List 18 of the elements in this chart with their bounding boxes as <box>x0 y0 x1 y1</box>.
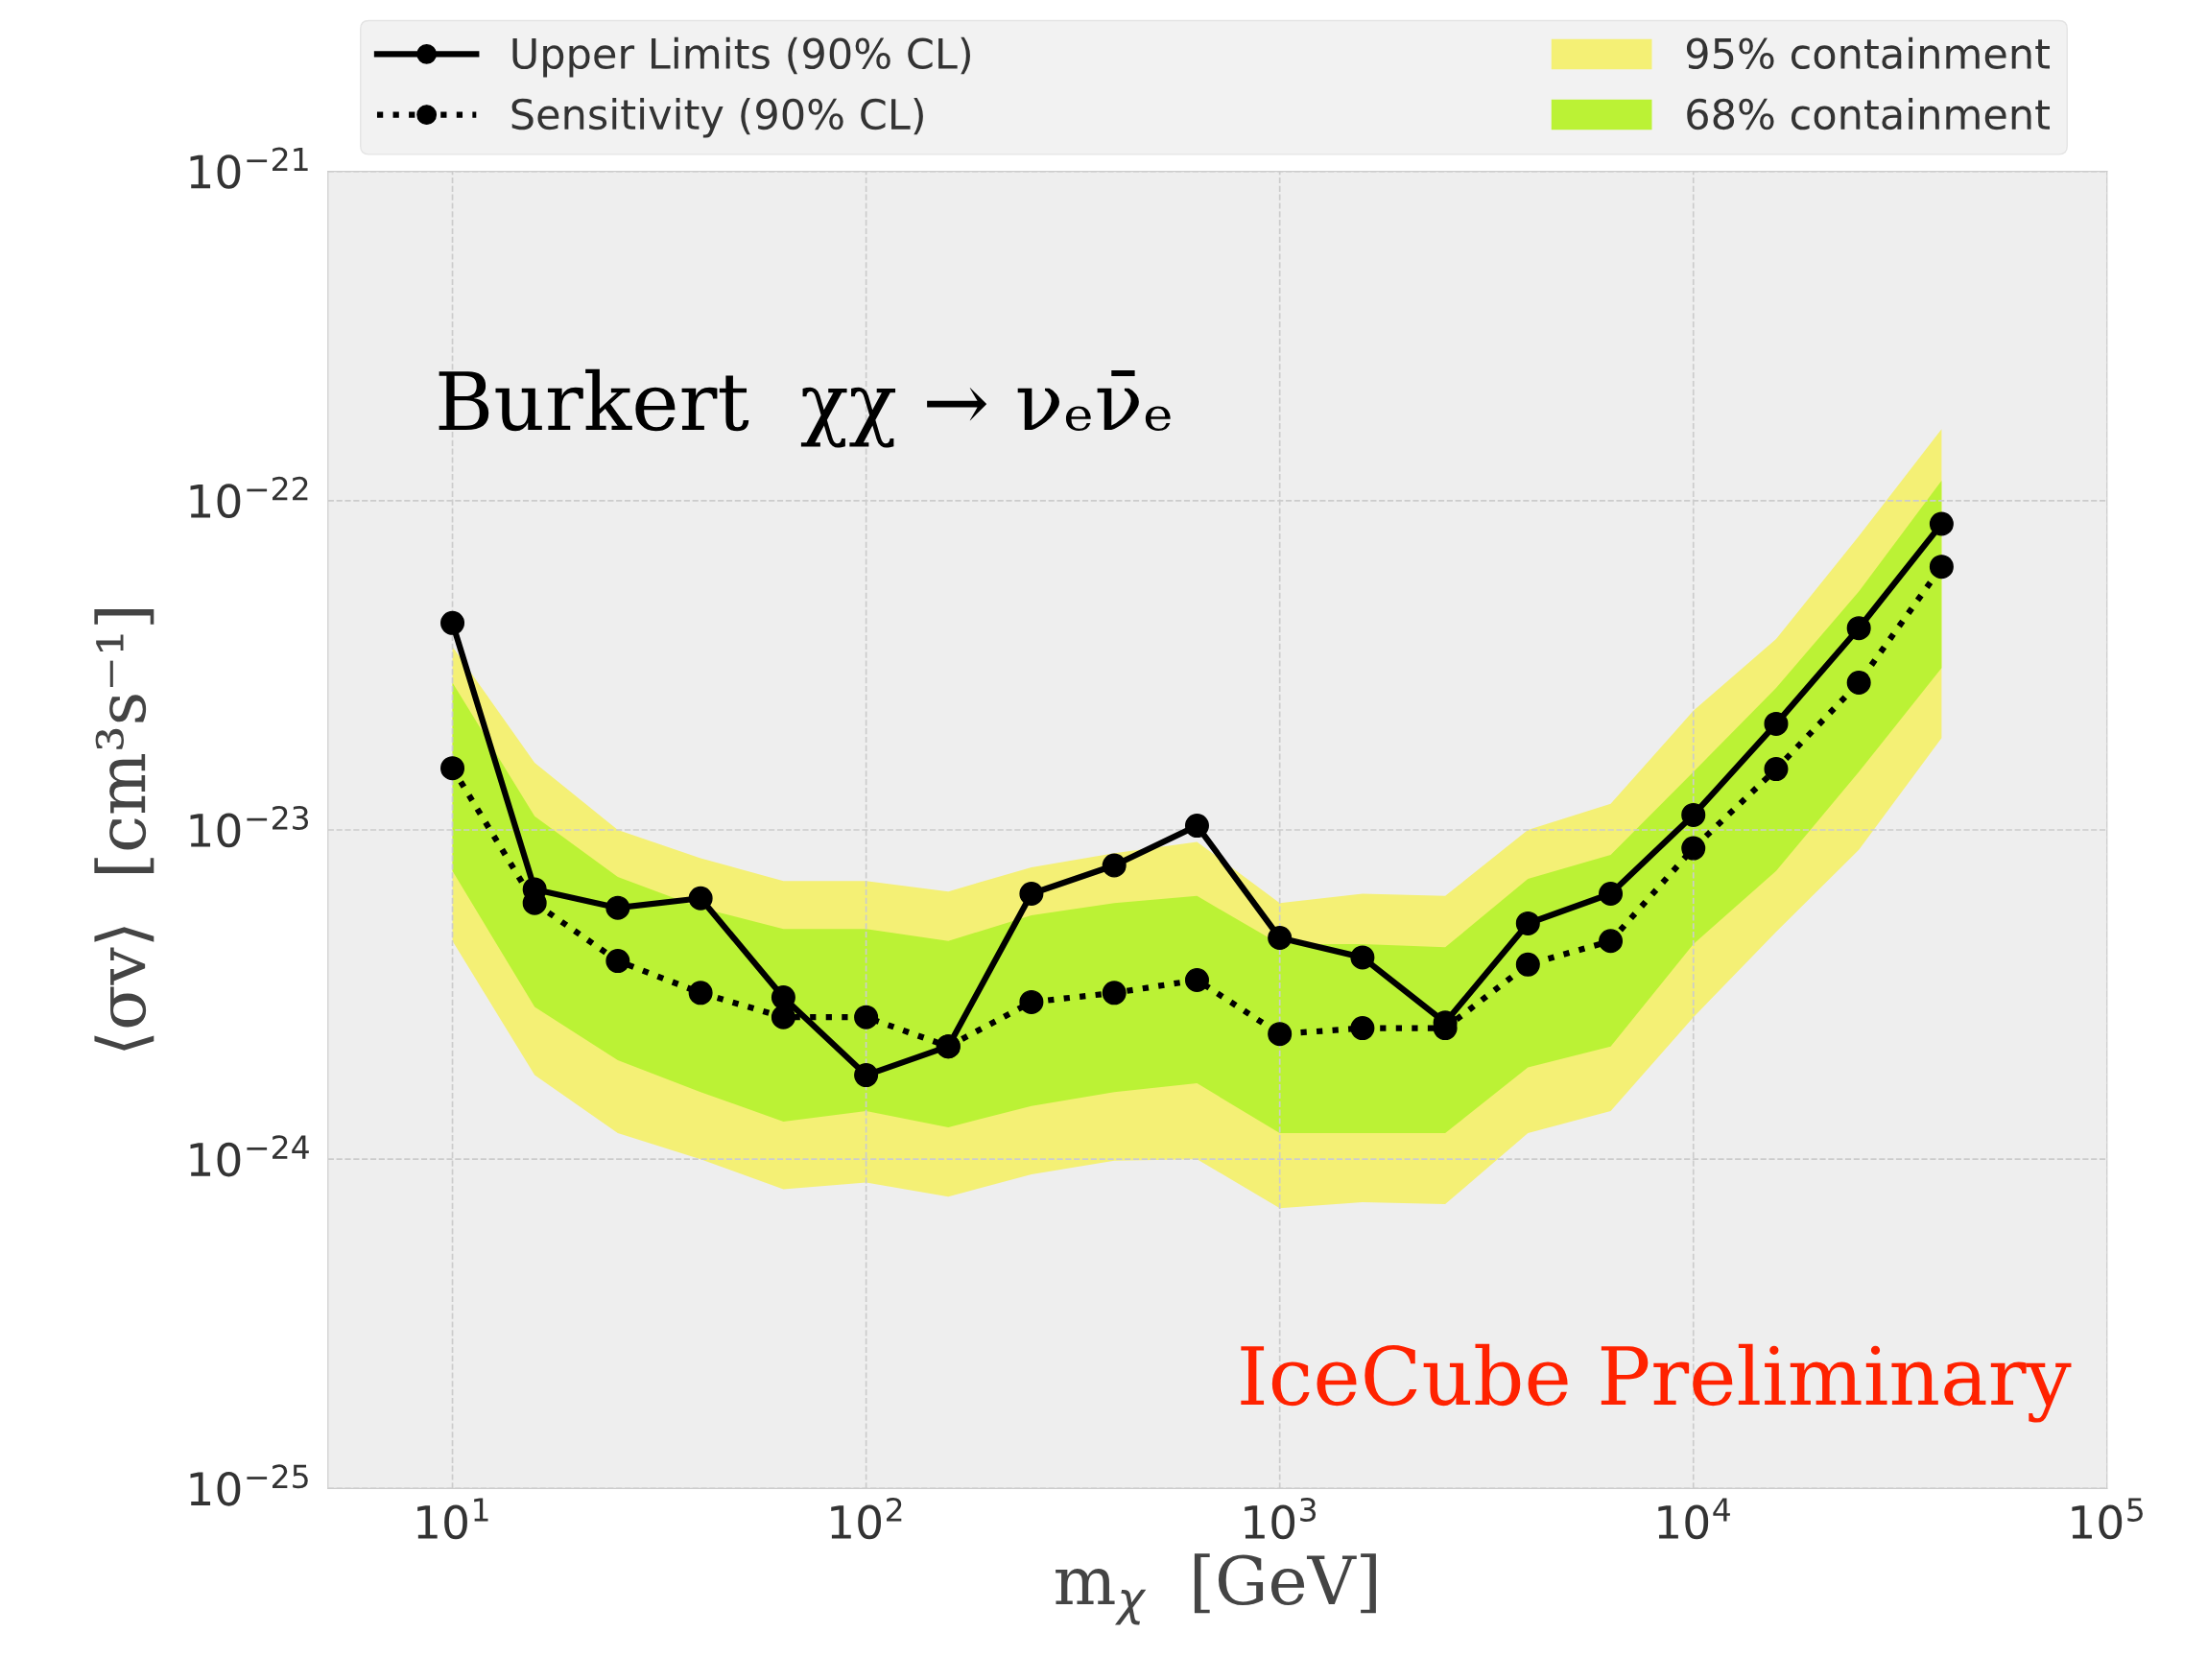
x-axis-title: m$_{χ}$ [GeV] <box>1056 1553 1376 1625</box>
x-tick-label: 10$^{5}$ <box>2072 1498 2143 1540</box>
y-tick-label: 10$^{−23}$ <box>190 805 309 848</box>
y-tick-label: 10$^{−21}$ <box>190 147 308 189</box>
legend-label: Upper Limits (90% CL) <box>512 36 970 78</box>
x-tick-label: 10$^{1}$ <box>417 1498 488 1540</box>
legend-label: 95% containment <box>1686 36 2051 70</box>
legend-label: 68% containment <box>1687 97 2051 130</box>
y-tick-label: 10$^{−24}$ <box>190 1135 309 1177</box>
legend-label: Sensitivity (90% CL) <box>511 97 923 138</box>
y-tick-label: 10$^{−22}$ <box>190 476 308 519</box>
annotation: IceCube Preliminary <box>1241 1343 2072 1423</box>
x-tick-label: 10$^{2}$ <box>831 1497 902 1540</box>
y-tick-label: 10$^{−25}$ <box>190 1464 308 1506</box>
annotation: Burkert χχ → νₑν̄ₑ <box>439 368 1171 448</box>
y-axis-title: ⟨σv⟩ [cm³s⁻¹] <box>94 609 154 1051</box>
x-tick-label: 10$^{4}$ <box>1658 1498 1730 1540</box>
x-tick-label: 10$^{3}$ <box>1245 1497 1317 1540</box>
